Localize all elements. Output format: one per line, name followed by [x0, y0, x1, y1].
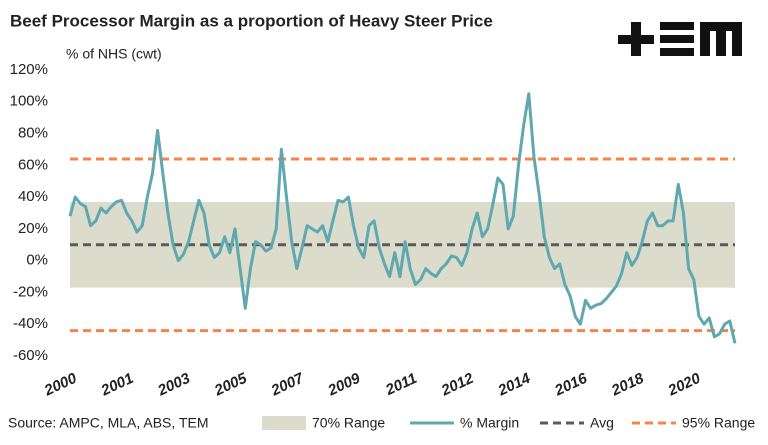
y-tick-label: -40%: [13, 315, 48, 332]
legend-label: % Margin: [460, 415, 519, 431]
y-tick-label: 100%: [10, 93, 48, 110]
logo-part: [660, 48, 694, 56]
data-line: [68, 92, 737, 344]
source: Source: AMPC, MLA, ABS, TEM: [8, 415, 208, 431]
legend-label: 95% Range: [682, 415, 755, 431]
y-tick-label: -60%: [13, 347, 48, 364]
logo-part: [660, 22, 694, 30]
y-tick-label: -20%: [13, 283, 48, 300]
x-tick-label: 2007: [268, 370, 307, 400]
y-tick-label: 20%: [18, 220, 48, 237]
x-tick-label: 2018: [608, 370, 647, 400]
chart-title: Beef Processor Margin as a proportion of…: [10, 11, 493, 30]
x-tick-label: 2016: [551, 370, 590, 400]
x-tick-label: 2001: [98, 370, 136, 400]
x-tick-label: 2011: [382, 370, 419, 399]
y-tick-label: 60%: [18, 156, 48, 173]
x-tick-label: 2012: [438, 370, 477, 400]
y-tick-label: 0%: [26, 252, 48, 269]
x-tick-label: 2014: [495, 370, 534, 400]
logo-part: [660, 35, 694, 43]
legend-swatch: [262, 416, 306, 430]
y-tick-label: 120%: [10, 61, 48, 78]
legend: 70% Range % Margin Avg 95% Range: [262, 415, 755, 431]
logo: [618, 22, 742, 56]
x-tick-label: 2009: [325, 370, 364, 400]
x-tick-label: 2020: [665, 370, 704, 400]
x-tick-label: 2000: [41, 370, 80, 400]
x-tick-label: 2005: [211, 370, 250, 400]
legend-label: 70% Range: [312, 415, 385, 431]
x-tick-label: 2003: [154, 370, 193, 400]
y-tick-label: 80%: [18, 125, 48, 142]
y-axis-label: % of NHS (cwt): [66, 46, 162, 62]
legend-label: Avg: [590, 415, 614, 431]
y-tick-label: 40%: [18, 188, 48, 205]
logo-part: [631, 22, 641, 56]
logo-part: [700, 22, 742, 56]
